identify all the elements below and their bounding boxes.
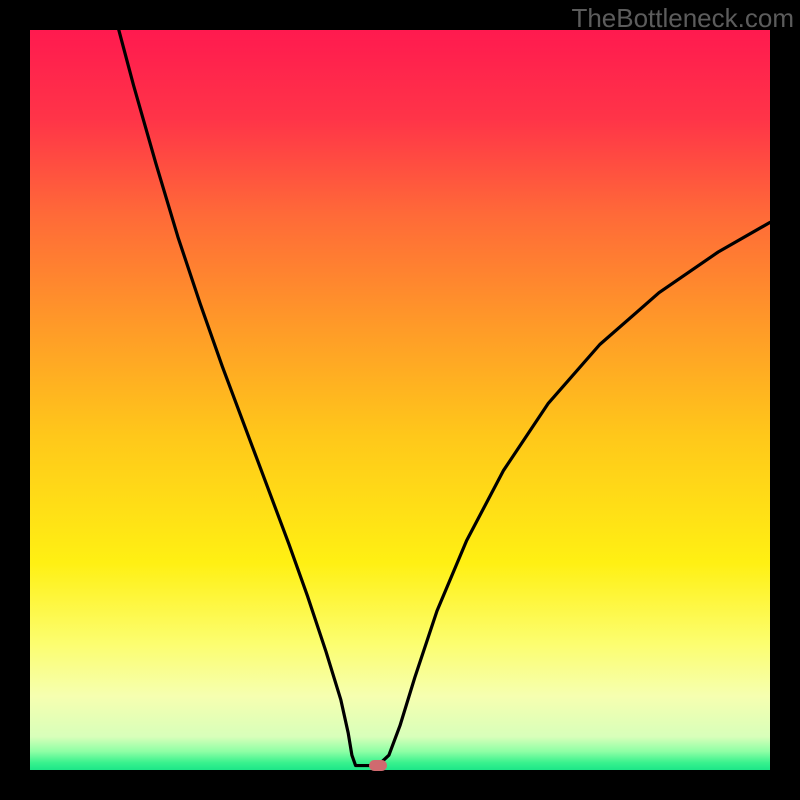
optimum-marker bbox=[369, 760, 388, 771]
chart-stage: TheBottleneck.com bbox=[0, 0, 800, 800]
watermark-text: TheBottleneck.com bbox=[571, 3, 794, 34]
bottleneck-curve bbox=[30, 30, 770, 770]
plot-area bbox=[30, 30, 770, 770]
